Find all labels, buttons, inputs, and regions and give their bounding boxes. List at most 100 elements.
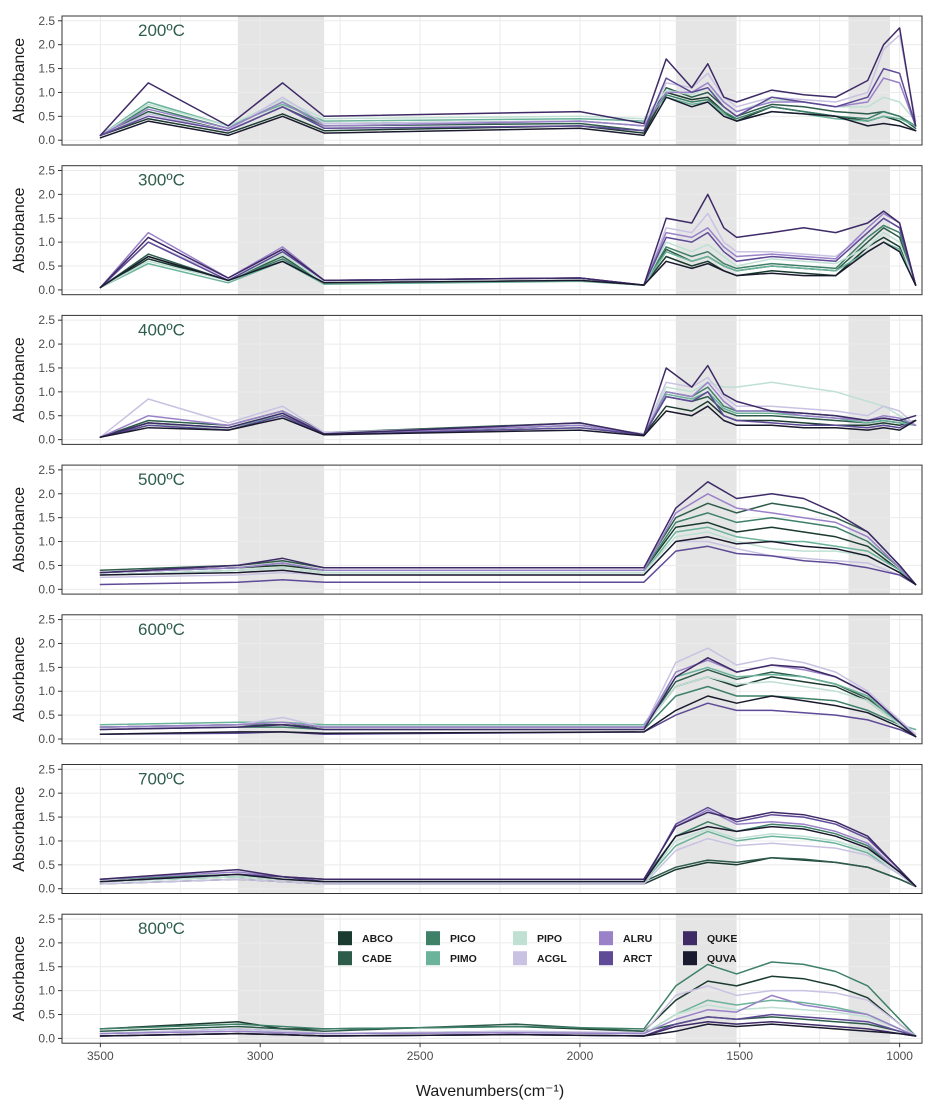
series-line-quke — [99, 481, 917, 586]
y-tick-label: 1.5 — [38, 361, 55, 375]
legend-label: PICO — [450, 933, 476, 945]
panel-800c: 0.0 0.5 1.0 1.5 2.0 2.5 Absorbance 800ºC — [11, 912, 923, 1045]
panel-label: 700ºC — [138, 770, 185, 789]
series-line-pico — [99, 961, 917, 1037]
series-line-alru — [99, 493, 917, 586]
y-tick-label: 1.5 — [38, 960, 55, 974]
panel-label: 200ºC — [138, 21, 185, 40]
x-tick-label: 2000 — [567, 1049, 594, 1063]
legend: ABCO CADE PICO PIMO PIPO ACGL ALRU ARCT QUKE QUVA — [338, 931, 737, 966]
y-tick-label: 2.0 — [38, 936, 55, 950]
y-tick-label: 0.0 — [38, 732, 55, 746]
legend-item-quke: QUKE — [683, 931, 737, 946]
panel-border — [61, 314, 923, 445]
legend-label: PIPO — [537, 933, 562, 945]
y-tick-label: 2.0 — [38, 187, 55, 201]
legend-label: ABCO — [362, 933, 393, 945]
series-line-pipo — [99, 231, 917, 289]
shaded-region — [237, 16, 325, 145]
series-line-acgl — [99, 540, 917, 586]
y-tick-label: 2.5 — [38, 14, 55, 28]
y-tick-label: 2.0 — [38, 487, 55, 501]
legend-label: QUKE — [707, 933, 737, 945]
series-line-quke — [99, 364, 917, 438]
y-axis-label: Absorbance — [11, 936, 28, 1021]
y-tick-label: 0.0 — [38, 283, 55, 297]
series-line-abco — [99, 975, 917, 1037]
legend-item-pimo: PIMO — [426, 951, 477, 966]
y-axis-label: Absorbance — [11, 337, 28, 422]
y-tick-label: 2.5 — [38, 463, 55, 477]
x-tick-label: 3500 — [87, 1049, 114, 1063]
y-tick-label: 0.5 — [38, 259, 55, 273]
series-line-quva — [99, 825, 917, 888]
y-axis-label: Absorbance — [11, 637, 28, 722]
y-tick-label: 2.5 — [38, 313, 55, 327]
series-line-alru — [99, 77, 917, 137]
series-line-acgl — [99, 647, 917, 735]
panel-600c: 0.0 0.5 1.0 1.5 2.0 2.5 Absorbance 600ºC — [11, 613, 923, 746]
series-group — [99, 961, 917, 1037]
series-line-quva — [99, 241, 917, 289]
series-line-quke — [99, 811, 917, 888]
y-tick-label: 1.5 — [38, 660, 55, 674]
panel-label: 800ºC — [138, 919, 185, 938]
y-tick-label: 0.5 — [38, 558, 55, 572]
legend-swatch — [338, 931, 352, 946]
series-line-arct — [99, 217, 917, 289]
panel-200c: 0.0 0.5 1.0 1.5 2.0 2.5 Absorbance 200ºC — [11, 14, 923, 147]
x-tick-label: 2500 — [407, 1049, 434, 1063]
legend-swatch — [599, 951, 613, 966]
series-group — [99, 27, 917, 139]
legend-item-alru: ALRU — [599, 931, 652, 946]
panel-label: 400ºC — [138, 320, 185, 339]
legend-item-quva: QUVA — [683, 951, 737, 966]
y-tick-label: 0.5 — [38, 708, 55, 722]
panels-layer: 0.0 0.5 1.0 1.5 2.0 2.5 Absorbance 200ºC 0.0 0.5 1… — [11, 14, 923, 1045]
y-axis-label: Absorbance — [11, 487, 28, 572]
y-tick-label: 2.0 — [38, 38, 55, 52]
y-tick-label: 2.5 — [38, 762, 55, 776]
series-line-alru — [99, 994, 917, 1037]
legend-label: CADE — [362, 953, 392, 965]
x-tick-label: 1000 — [886, 1049, 913, 1063]
y-tick-label: 0.5 — [38, 109, 55, 123]
legend-label: PIMO — [450, 953, 477, 965]
series-group — [99, 193, 917, 289]
legend-label: ARCT — [623, 953, 653, 965]
y-axis-label: Absorbance — [11, 38, 28, 123]
x-axis-label: Wavenumbers(cm⁻¹) — [416, 1083, 564, 1100]
panel-border — [61, 614, 923, 745]
series-line-alru — [99, 212, 917, 289]
y-tick-label: 1.5 — [38, 810, 55, 824]
series-line-quva — [99, 536, 917, 586]
series-line-acgl — [99, 376, 917, 438]
legend-item-pico: PICO — [426, 931, 476, 946]
legend-swatch — [426, 951, 440, 966]
y-tick-label: 2.5 — [38, 613, 55, 627]
shaded-region — [237, 914, 325, 1044]
panel-border — [61, 15, 923, 146]
y-tick-label: 2.5 — [38, 163, 55, 177]
series-group — [99, 647, 917, 738]
panel-label: 300ºC — [138, 171, 185, 190]
series-line-quva — [99, 96, 917, 139]
y-tick-label: 2.0 — [38, 786, 55, 800]
shaded-region — [675, 614, 737, 744]
y-tick-label: 1.0 — [38, 834, 55, 848]
series-group — [99, 481, 917, 586]
y-tick-label: 2.0 — [38, 337, 55, 351]
y-tick-label: 0.5 — [38, 409, 55, 423]
series-line-arct — [99, 67, 917, 137]
panel-border — [61, 913, 923, 1044]
y-tick-label: 1.5 — [38, 62, 55, 76]
series-line-acgl — [99, 985, 917, 1037]
legend-label: ALRU — [623, 933, 652, 945]
legend-item-pipo: PIPO — [513, 931, 562, 946]
legend-item-cade: CADE — [338, 951, 392, 966]
series-line-quva — [99, 1023, 917, 1037]
series-line-quva — [99, 405, 917, 438]
y-tick-label: 0.5 — [38, 858, 55, 872]
